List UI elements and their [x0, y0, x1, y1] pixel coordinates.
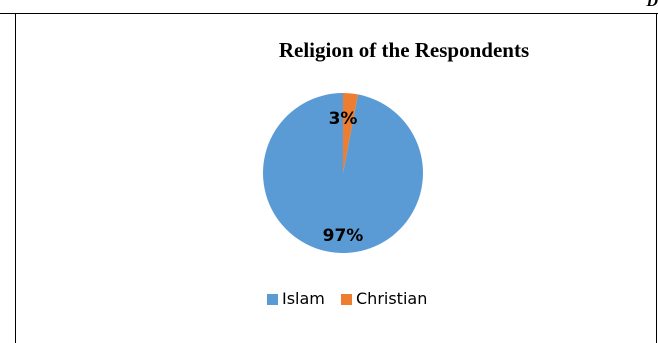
- pie-data-labels: 97% 3%: [323, 109, 364, 246]
- clipped-corner-text: D: [646, 0, 658, 10]
- chart-frame: Religion of the Respondents 97% 3% Islam C…: [15, 13, 657, 343]
- pie-slices: [262, 93, 423, 253]
- pie-slice-islam: [262, 93, 423, 253]
- pie-chart: Religion of the Respondents 97% 3% Islam C…: [262, 38, 529, 308]
- page-top-rule: [0, 13, 658, 14]
- pie-slice-christian: [343, 93, 358, 173]
- chart-title: Religion of the Respondents: [279, 38, 529, 62]
- legend-swatch-islam: [267, 294, 278, 305]
- legend-swatch-christian: [341, 294, 352, 305]
- data-label-christian: 3%: [329, 109, 358, 129]
- legend-label-christian: Christian: [356, 289, 427, 308]
- data-label-islam: 97%: [323, 226, 364, 246]
- legend-label-islam: Islam: [282, 289, 325, 308]
- chart-legend: Islam Christian: [267, 289, 427, 308]
